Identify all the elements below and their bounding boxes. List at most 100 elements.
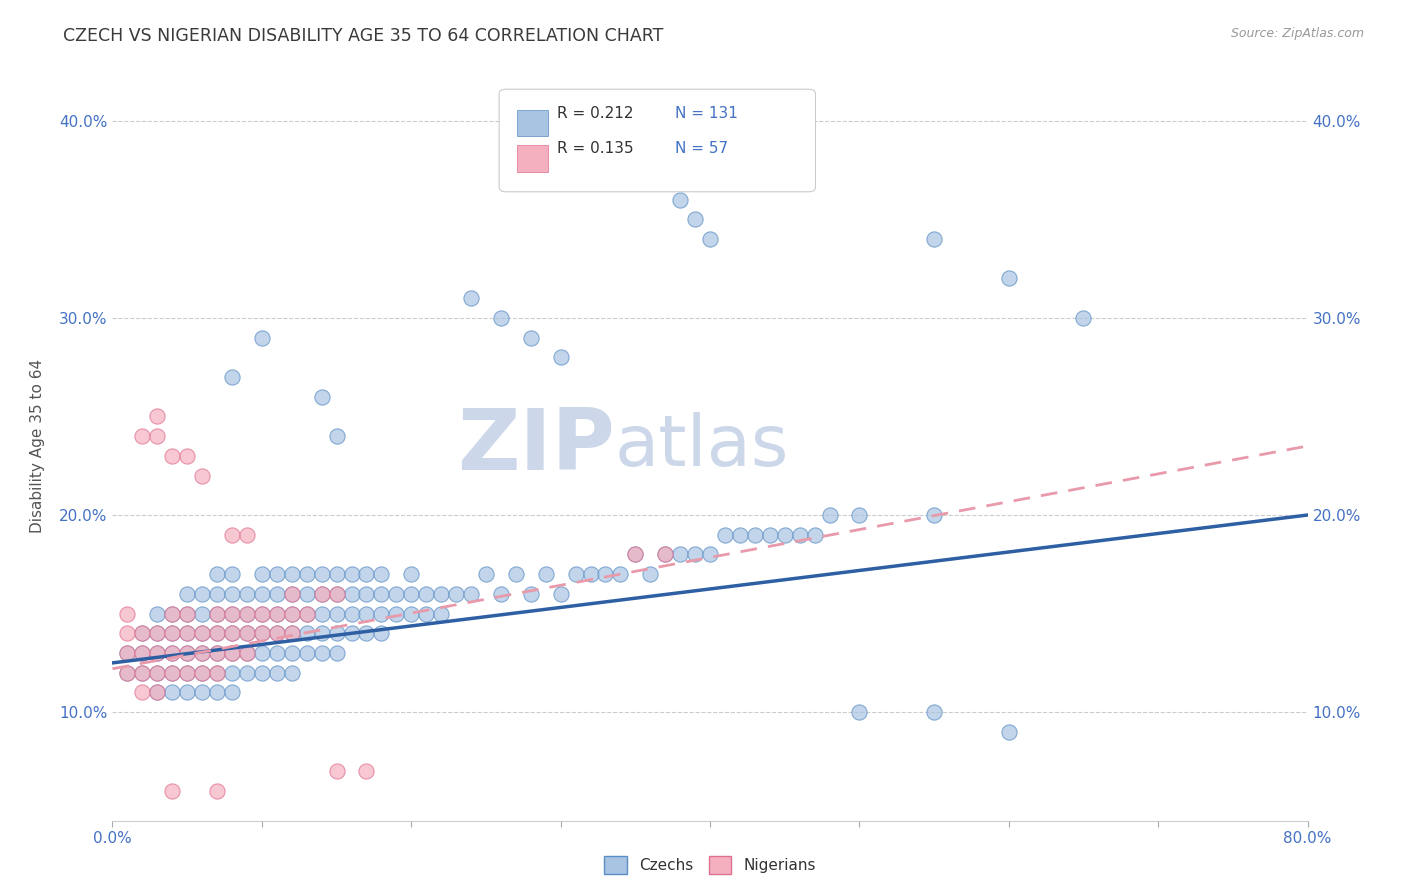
Point: [311, 390, 333, 404]
Point: [146, 665, 169, 680]
Point: [564, 567, 586, 582]
Point: [1073, 310, 1095, 325]
Point: [311, 587, 333, 601]
Point: [266, 607, 288, 621]
Legend: Czechs, Nigerians: Czechs, Nigerians: [598, 849, 823, 880]
Point: [295, 567, 318, 582]
Point: [131, 626, 153, 640]
Point: [176, 646, 198, 660]
Point: [699, 548, 721, 562]
Point: [475, 567, 498, 582]
Point: [325, 587, 347, 601]
Point: [281, 626, 304, 640]
Point: [624, 548, 647, 562]
Point: [191, 665, 214, 680]
Point: [281, 587, 304, 601]
Point: [281, 626, 304, 640]
Point: [922, 508, 945, 522]
Point: [131, 646, 153, 660]
Point: [998, 725, 1021, 739]
Point: [117, 626, 139, 640]
Point: [444, 587, 467, 601]
Point: [250, 330, 273, 344]
Point: [922, 705, 945, 719]
Point: [998, 271, 1021, 285]
Point: [250, 607, 273, 621]
Point: [281, 587, 304, 601]
Point: [266, 587, 288, 601]
Point: [550, 587, 572, 601]
Point: [325, 764, 347, 779]
Point: [191, 626, 214, 640]
Point: [579, 567, 602, 582]
Point: [520, 587, 543, 601]
Point: [162, 607, 183, 621]
Point: [236, 626, 259, 640]
Point: [520, 330, 543, 344]
Point: [236, 646, 259, 660]
Point: [595, 567, 617, 582]
Point: [699, 232, 721, 246]
Point: [848, 508, 870, 522]
Point: [430, 587, 453, 601]
Point: [356, 626, 378, 640]
Point: [176, 626, 198, 640]
Point: [191, 468, 214, 483]
Point: [176, 449, 198, 463]
Point: [311, 626, 333, 640]
Point: [146, 685, 169, 699]
Point: [146, 646, 169, 660]
Point: [162, 607, 183, 621]
Point: [340, 567, 363, 582]
Point: [266, 665, 288, 680]
Point: [176, 665, 198, 680]
Point: [266, 626, 288, 640]
Point: [311, 567, 333, 582]
Point: [340, 607, 363, 621]
Point: [236, 607, 259, 621]
Point: [146, 665, 169, 680]
Point: [385, 607, 408, 621]
Text: R = 0.212: R = 0.212: [557, 106, 633, 120]
Point: [176, 685, 198, 699]
Point: [250, 646, 273, 660]
Point: [236, 646, 259, 660]
Point: [205, 626, 228, 640]
Point: [221, 370, 243, 384]
Point: [848, 705, 870, 719]
Point: [250, 665, 273, 680]
Point: [281, 607, 304, 621]
Point: [236, 665, 259, 680]
Point: [550, 351, 572, 365]
Point: [370, 587, 392, 601]
Point: [146, 429, 169, 443]
Point: [146, 626, 169, 640]
Point: [370, 626, 392, 640]
Point: [176, 646, 198, 660]
Point: [669, 193, 692, 207]
Point: [191, 626, 214, 640]
Point: [176, 607, 198, 621]
Point: [295, 587, 318, 601]
Point: [266, 567, 288, 582]
Point: [340, 587, 363, 601]
Point: [146, 646, 169, 660]
Point: [221, 587, 243, 601]
Point: [205, 784, 228, 798]
Point: [325, 646, 347, 660]
Point: [325, 587, 347, 601]
Point: [250, 567, 273, 582]
Point: [728, 527, 751, 541]
Point: [266, 626, 288, 640]
Point: [250, 626, 273, 640]
Point: [176, 587, 198, 601]
Point: [266, 646, 288, 660]
Point: [295, 626, 318, 640]
Point: [205, 646, 228, 660]
Point: [311, 607, 333, 621]
Point: [205, 607, 228, 621]
Point: [415, 587, 437, 601]
Point: [773, 527, 796, 541]
Point: [162, 665, 183, 680]
Point: [131, 646, 153, 660]
